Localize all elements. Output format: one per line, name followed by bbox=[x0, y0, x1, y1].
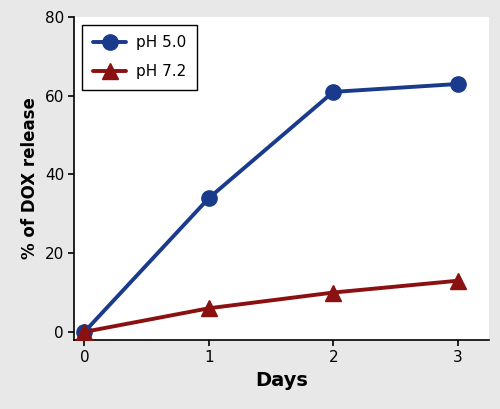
Legend: pH 5.0, pH 7.2: pH 5.0, pH 7.2 bbox=[82, 25, 196, 90]
Y-axis label: % of DOX release: % of DOX release bbox=[21, 97, 39, 259]
Line: pH 5.0: pH 5.0 bbox=[77, 76, 466, 339]
pH 5.0 bbox=[82, 329, 87, 334]
pH 7.2 bbox=[206, 306, 212, 311]
pH 7.2 bbox=[455, 278, 461, 283]
pH 7.2 bbox=[82, 329, 87, 334]
Line: pH 7.2: pH 7.2 bbox=[77, 273, 466, 339]
pH 7.2 bbox=[330, 290, 336, 295]
pH 5.0 bbox=[206, 196, 212, 200]
pH 5.0 bbox=[455, 81, 461, 86]
X-axis label: Days: Days bbox=[255, 371, 308, 390]
pH 5.0 bbox=[330, 90, 336, 94]
